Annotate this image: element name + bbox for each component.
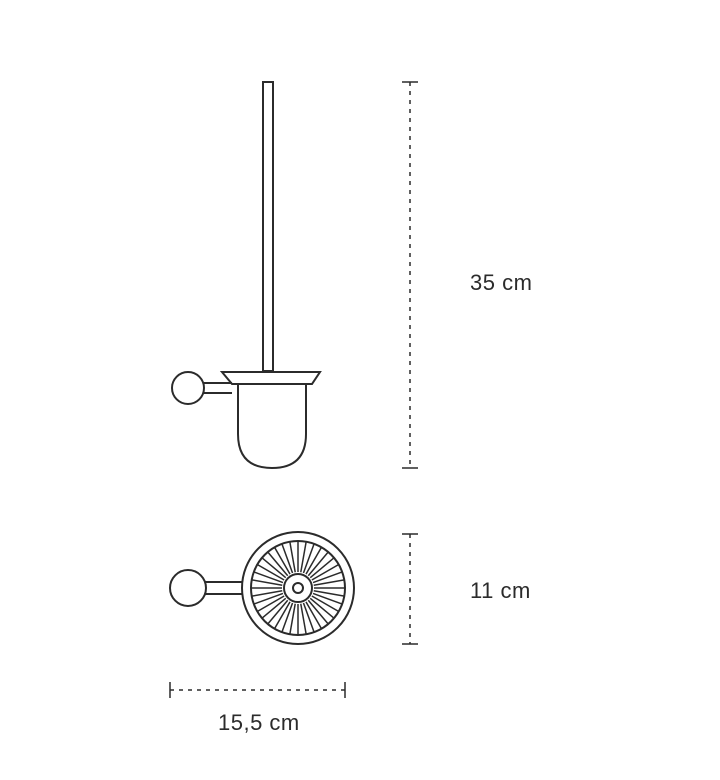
brush-rod — [263, 82, 273, 371]
dim-height-label: 35 cm — [470, 270, 532, 295]
dimension-lines — [170, 82, 418, 698]
top-view — [170, 532, 354, 644]
side-view — [172, 82, 320, 468]
dim-topview-label: 11 cm — [470, 578, 531, 603]
technical-drawing: 35 cm 11 cm 15,5 cm — [0, 0, 720, 780]
flange-top — [222, 372, 320, 384]
dim-width-label: 15,5 cm — [218, 710, 300, 735]
flange-hub-outer — [284, 574, 312, 602]
wall-mount-disc-side — [172, 372, 204, 404]
cup — [238, 384, 306, 468]
wall-mount-disc-top — [170, 570, 206, 606]
